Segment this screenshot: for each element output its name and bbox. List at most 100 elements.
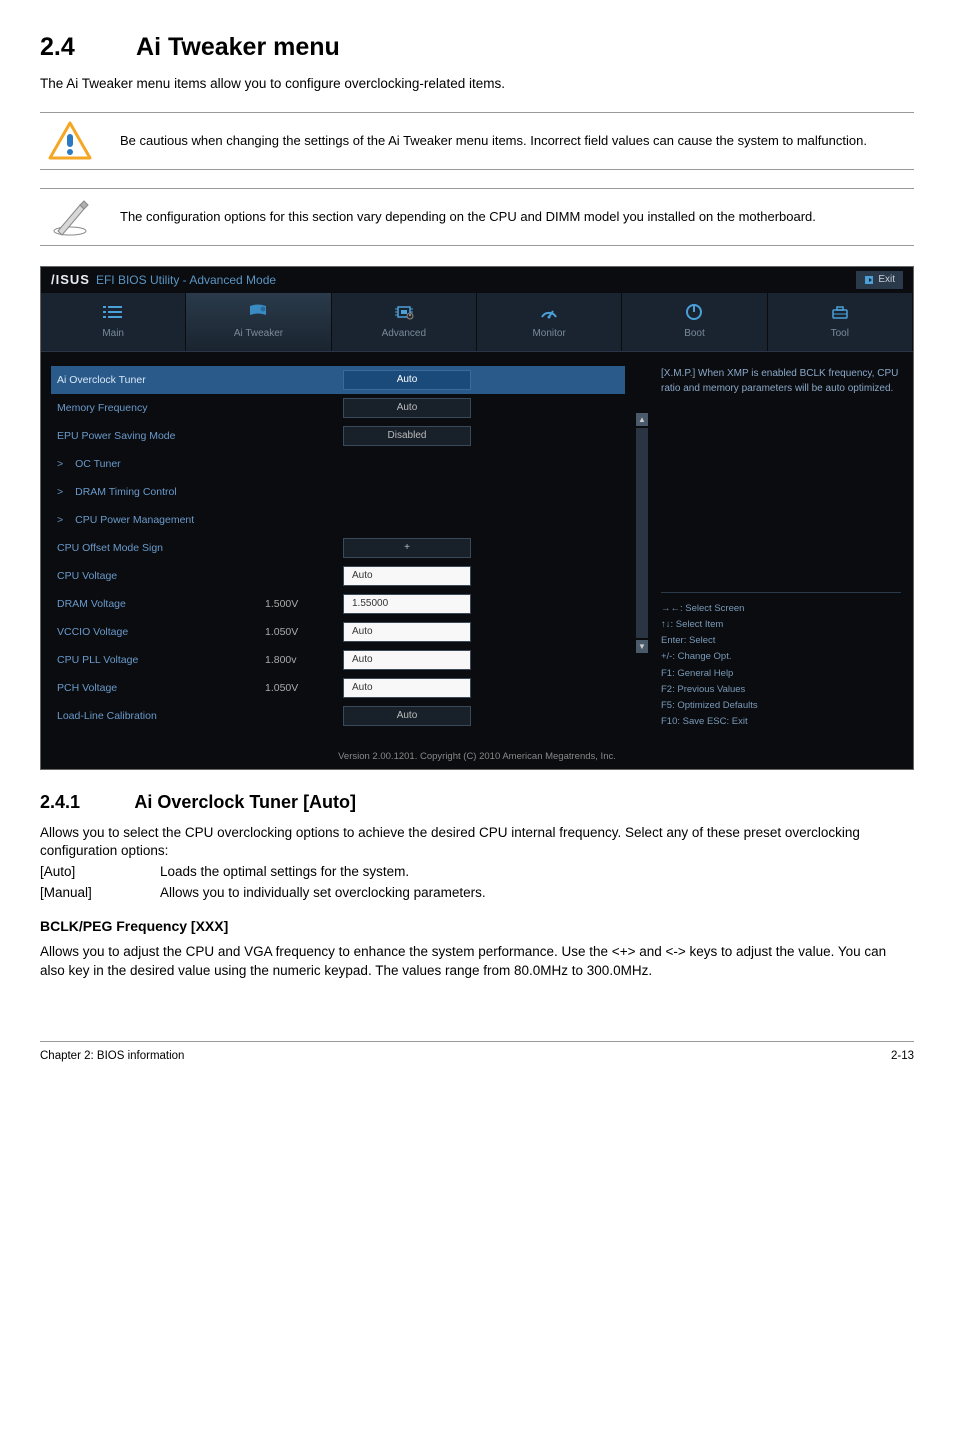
scrollbar[interactable]: ▲ ▼ xyxy=(635,352,649,744)
tab-boot-label: Boot xyxy=(684,328,705,339)
setting-pch-voltage[interactable]: PCH Voltage 1.050V Auto xyxy=(57,674,619,702)
bclk-heading: BCLK/PEG Frequency [XXX] xyxy=(40,917,914,937)
exit-icon xyxy=(864,275,874,285)
hint-line: →←: Select Screen xyxy=(661,601,901,617)
chevron-right-icon: > xyxy=(57,513,63,528)
setting-value[interactable]: Auto xyxy=(343,678,471,698)
option-manual: [Manual] Allows you to individually set … xyxy=(40,884,914,903)
hint-line: F2: Previous Values xyxy=(661,682,901,698)
setting-label: CPU Offset Mode Sign xyxy=(57,541,257,556)
readonly-value: 1.050V xyxy=(265,625,335,640)
page-footer: Chapter 2: BIOS information 2-13 xyxy=(40,1041,914,1064)
setting-cpu-pll-voltage[interactable]: CPU PLL Voltage 1.800v Auto xyxy=(57,646,619,674)
scroll-track[interactable] xyxy=(636,428,648,638)
setting-cpu-power-management[interactable]: > CPU Power Management xyxy=(57,506,619,534)
hint-line: F1: General Help xyxy=(661,666,901,682)
option-key: [Manual] xyxy=(40,884,160,903)
warning-text: Be cautious when changing the settings o… xyxy=(120,132,914,150)
hint-line: F10: Save ESC: Exit xyxy=(661,714,901,730)
chip-icon xyxy=(336,301,472,323)
setting-label: CPU PLL Voltage xyxy=(57,653,257,668)
section-title-text: Ai Tweaker menu xyxy=(136,33,340,61)
setting-label: CPU Power Management xyxy=(75,513,194,528)
bclk-body: Allows you to adjust the CPU and VGA fre… xyxy=(40,943,914,981)
setting-value[interactable]: 1.55000 xyxy=(343,594,471,614)
tab-ai-tweaker[interactable]: Ai Tweaker xyxy=(186,293,331,351)
setting-label: Ai Overclock Tuner xyxy=(57,373,257,388)
setting-label: PCH Voltage xyxy=(57,681,257,696)
bios-title: EFI BIOS Utility - Advanced Mode xyxy=(96,272,276,289)
subsection-heading: 2.4.1 Ai Overclock Tuner [Auto] xyxy=(40,790,914,815)
scroll-down-icon[interactable]: ▼ xyxy=(636,640,648,653)
setting-oc-tuner[interactable]: > OC Tuner xyxy=(57,450,619,478)
setting-dram-timing-control[interactable]: > DRAM Timing Control xyxy=(57,478,619,506)
section-heading: 2.4 Ai Tweaker menu xyxy=(40,30,914,65)
setting-epu-power-saving[interactable]: EPU Power Saving Mode Disabled xyxy=(57,422,619,450)
exit-label: Exit xyxy=(878,273,895,287)
power-icon xyxy=(626,301,762,323)
setting-label: EPU Power Saving Mode xyxy=(57,429,257,444)
warning-block: Be cautious when changing the settings o… xyxy=(40,112,914,170)
setting-cpu-voltage[interactable]: CPU Voltage Auto xyxy=(57,562,619,590)
tab-tweaker-label: Ai Tweaker xyxy=(234,328,283,339)
chevron-right-icon: > xyxy=(57,457,63,472)
hint-line: +/-: Change Opt. xyxy=(661,649,901,665)
option-desc: Loads the optimal settings for the syste… xyxy=(160,863,409,882)
option-auto: [Auto] Loads the optimal settings for th… xyxy=(40,863,914,882)
tab-main-label: Main xyxy=(102,328,124,339)
tab-main[interactable]: Main xyxy=(41,293,186,351)
bios-logo: /ISUS EFI BIOS Utility - Advanced Mode xyxy=(51,271,276,289)
bios-body: Ai Overclock Tuner Auto Memory Frequency… xyxy=(41,352,913,744)
setting-dram-voltage[interactable]: DRAM Voltage 1.500V 1.55000 xyxy=(57,590,619,618)
note-block: The configuration options for this secti… xyxy=(40,188,914,246)
footer-left: Chapter 2: BIOS information xyxy=(40,1048,184,1064)
subsection-title-text: Ai Overclock Tuner [Auto] xyxy=(134,792,356,812)
setting-value[interactable]: Auto xyxy=(343,622,471,642)
readonly-value: 1.500V xyxy=(265,597,335,612)
tab-tool-label: Tool xyxy=(831,328,849,339)
setting-value[interactable]: Auto xyxy=(343,706,471,726)
tab-advanced[interactable]: Advanced xyxy=(332,293,477,351)
setting-ai-overclock-tuner[interactable]: Ai Overclock Tuner Auto xyxy=(51,366,625,394)
setting-value[interactable]: Auto xyxy=(343,370,471,390)
setting-load-line-calibration[interactable]: Load-Line Calibration Auto xyxy=(57,702,619,730)
bios-footer: Version 2.00.1201. Copyright (C) 2010 Am… xyxy=(41,744,913,769)
settings-panel: Ai Overclock Tuner Auto Memory Frequency… xyxy=(41,352,635,744)
tab-boot[interactable]: Boot xyxy=(622,293,767,351)
setting-value[interactable]: Auto xyxy=(343,566,471,586)
setting-label: OC Tuner xyxy=(75,457,121,472)
warning-icon xyxy=(40,121,100,161)
setting-value[interactable]: Disabled xyxy=(343,426,471,446)
scroll-up-icon[interactable]: ▲ xyxy=(636,413,648,426)
help-panel: [X.M.P.] When XMP is enabled BCLK freque… xyxy=(649,352,913,744)
nav-hints: →←: Select Screen ↑↓: Select Item Enter:… xyxy=(661,592,901,730)
hint-line: ↑↓: Select Item xyxy=(661,617,901,633)
setting-cpu-offset-mode-sign[interactable]: CPU Offset Mode Sign + xyxy=(57,534,619,562)
setting-vccio-voltage[interactable]: VCCIO Voltage 1.050V Auto xyxy=(57,618,619,646)
hint-line: F5: Optimized Defaults xyxy=(661,698,901,714)
toolbox-icon xyxy=(772,301,908,323)
setting-memory-frequency[interactable]: Memory Frequency Auto xyxy=(57,394,619,422)
exit-button[interactable]: Exit xyxy=(856,271,903,289)
option-desc: Allows you to individually set overclock… xyxy=(160,884,486,903)
tab-monitor-label: Monitor xyxy=(532,328,565,339)
section-intro: The Ai Tweaker menu items allow you to c… xyxy=(40,75,914,94)
subsection-number: 2.4.1 xyxy=(40,790,130,815)
section-number: 2.4 xyxy=(40,30,130,65)
bios-titlebar: /ISUS EFI BIOS Utility - Advanced Mode E… xyxy=(41,267,913,293)
setting-value[interactable]: Auto xyxy=(343,398,471,418)
tab-monitor[interactable]: Monitor xyxy=(477,293,622,351)
readonly-value: 1.050V xyxy=(265,681,335,696)
setting-label: DRAM Timing Control xyxy=(75,485,177,500)
note-text: The configuration options for this secti… xyxy=(120,208,914,226)
tab-tool[interactable]: Tool xyxy=(768,293,913,351)
option-key: [Auto] xyxy=(40,863,160,882)
setting-value[interactable]: + xyxy=(343,538,471,558)
setting-label: DRAM Voltage xyxy=(57,597,257,612)
setting-value[interactable]: Auto xyxy=(343,650,471,670)
brand-text: /ISUS xyxy=(51,271,90,289)
chevron-right-icon: > xyxy=(57,485,63,500)
readonly-value: 1.800v xyxy=(265,653,335,668)
pen-icon xyxy=(40,197,100,237)
bios-window: /ISUS EFI BIOS Utility - Advanced Mode E… xyxy=(40,266,914,770)
